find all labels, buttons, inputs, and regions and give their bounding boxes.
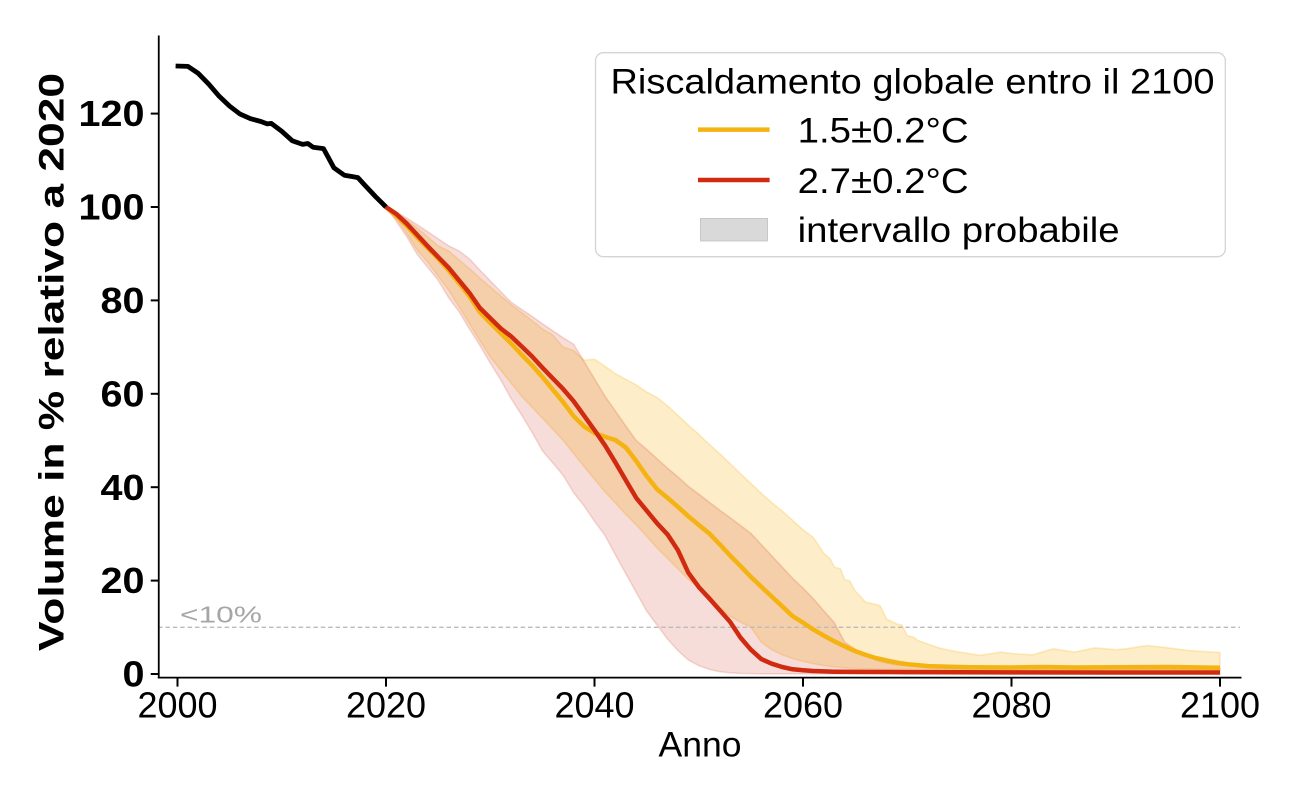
svg-text:60: 60 [101,373,145,414]
svg-text:80: 80 [101,280,145,321]
svg-text:2100: 2100 [1180,685,1260,726]
svg-text:20: 20 [101,560,145,601]
svg-text:120: 120 [79,93,145,134]
svg-text:2080: 2080 [972,685,1052,726]
svg-text:0: 0 [123,654,145,695]
svg-text:Volume in % relativo a 2020: Volume in % relativo a 2020 [33,73,72,651]
svg-text:1.5±0.2°C: 1.5±0.2°C [798,111,969,150]
svg-text:2020: 2020 [346,685,426,726]
svg-text:<10%: <10% [180,602,262,628]
svg-text:Anno: Anno [659,726,742,765]
svg-text:100: 100 [79,187,145,228]
svg-text:2040: 2040 [555,685,635,726]
svg-text:intervallo probabile: intervallo probabile [798,211,1120,250]
svg-text:2060: 2060 [763,685,843,726]
svg-text:Riscaldamento globale entro il: Riscaldamento globale entro il 2100 [611,62,1215,101]
svg-text:40: 40 [101,467,145,508]
svg-text:2.7±0.2°C: 2.7±0.2°C [798,162,969,201]
svg-text:2000: 2000 [138,685,218,726]
